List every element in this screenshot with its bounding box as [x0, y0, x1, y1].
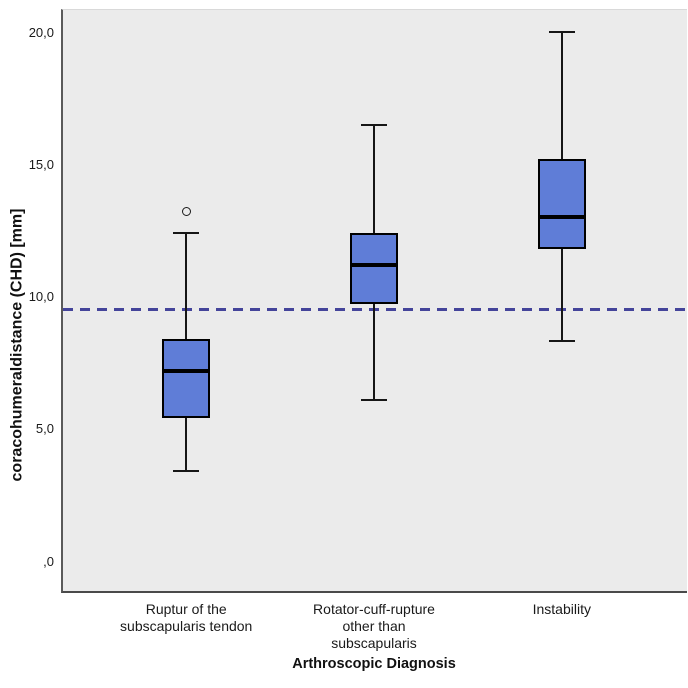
y-axis-tick-label: 20,0	[28, 24, 54, 40]
whisker-cap-lower	[548, 340, 575, 343]
y-axis-tick-label: 15,0	[28, 156, 54, 172]
x-axis-title: Arthroscopic Diagnosis	[292, 656, 456, 672]
median-line	[162, 368, 211, 373]
outlier-point	[181, 207, 191, 217]
median-line	[537, 215, 586, 220]
y-axis-title: coracohumeraldistance (CHD) [mm]	[4, 53, 30, 636]
y-axis-tick-label: ,0	[43, 553, 54, 569]
box-iqr	[537, 158, 586, 249]
y-axis-tick-label: 10,0	[28, 289, 54, 304]
reference-line	[63, 308, 687, 312]
y-axis-tick-label: 5,0	[35, 421, 54, 437]
x-axis-category-label: Rotator-cuff-rupture other than subscapu…	[313, 601, 435, 651]
y-axis-title-text: coracohumeraldistance (CHD) [mm]	[8, 208, 26, 481]
box-iqr	[162, 338, 211, 419]
median-line	[350, 262, 398, 267]
x-axis-category-label: Ruptur of the subscapularis tendon	[120, 601, 253, 634]
whisker-cap-upper	[361, 123, 387, 126]
x-axis-category-label: Instability	[532, 601, 591, 617]
box-iqr	[350, 233, 398, 305]
whisker-cap-lower	[361, 398, 387, 401]
whisker-cap-lower	[173, 470, 200, 473]
whisker-cap-upper	[548, 31, 575, 33]
whisker-cap-upper	[173, 232, 200, 235]
